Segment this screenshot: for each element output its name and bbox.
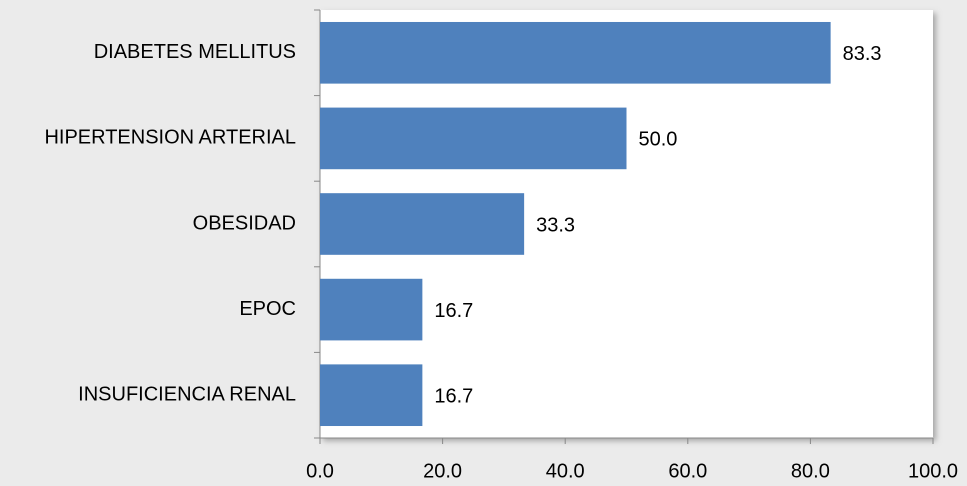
x-tick-label: 20.0 (423, 460, 462, 482)
y-tick-label: EPOC (239, 298, 296, 320)
data-label: 50.0 (639, 129, 678, 151)
data-label: 16.7 (434, 300, 473, 322)
x-tick-label: 40.0 (546, 460, 585, 482)
bar (320, 193, 525, 255)
y-tick-label: INSUFICIENCIA RENAL (78, 383, 296, 405)
data-label: 16.7 (434, 385, 473, 407)
x-tick-label: 0.0 (306, 460, 334, 482)
bar (320, 278, 423, 341)
x-tick-label: 60.0 (668, 460, 707, 482)
x-tick-label: 100.0 (908, 460, 958, 482)
y-tick-label: OBESIDAD (193, 212, 296, 234)
x-tick-label: 80.0 (791, 460, 830, 482)
bar (320, 21, 831, 84)
bar (320, 364, 423, 427)
y-tick-label: HIPERTENSION ARTERIAL (44, 127, 296, 149)
y-tick-label: DIABETES MELLITUS (94, 41, 296, 63)
data-label: 83.3 (843, 43, 882, 65)
bar (320, 107, 627, 170)
data-label: 33.3 (536, 214, 575, 236)
